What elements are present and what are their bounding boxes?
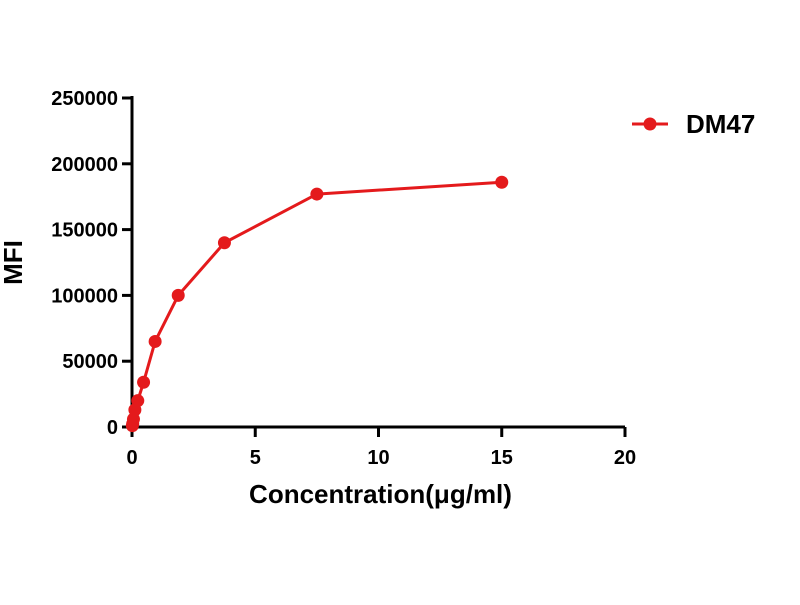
y-tick-label: 200000 xyxy=(51,154,118,176)
x-tick-label: 5 xyxy=(250,447,261,469)
y-tick-label: 100000 xyxy=(51,285,118,307)
y-tick-label: 150000 xyxy=(51,220,118,242)
legend: DM47 xyxy=(632,109,755,139)
y-axis-ticks: 0 50000 100000 150000 200000 250000 xyxy=(51,88,132,439)
y-axis-title: MFI xyxy=(0,240,28,285)
data-point xyxy=(171,288,185,302)
series-line xyxy=(130,180,502,426)
legend-label-dm47: DM47 xyxy=(686,109,755,139)
y-tick-label: 250000 xyxy=(51,88,118,110)
data-point xyxy=(495,175,509,189)
y-tick-label: 50000 xyxy=(62,351,118,373)
x-tick-label: 15 xyxy=(491,447,513,469)
x-axis-title: Concentration(μg/ml) xyxy=(249,479,512,509)
x-tick-label: 0 xyxy=(126,447,137,469)
series-layer xyxy=(125,175,509,433)
legend-marker-dm47 xyxy=(643,117,657,131)
data-point xyxy=(148,334,162,348)
x-tick-label: 10 xyxy=(367,447,389,469)
data-point xyxy=(131,394,145,408)
x-tick-label: 20 xyxy=(614,447,636,469)
axes xyxy=(130,96,625,429)
x-axis-ticks: 0 5 10 15 20 xyxy=(126,427,636,469)
data-point xyxy=(137,375,151,389)
data-point xyxy=(217,236,231,250)
y-tick-label: 0 xyxy=(107,417,118,439)
data-point xyxy=(310,187,324,201)
